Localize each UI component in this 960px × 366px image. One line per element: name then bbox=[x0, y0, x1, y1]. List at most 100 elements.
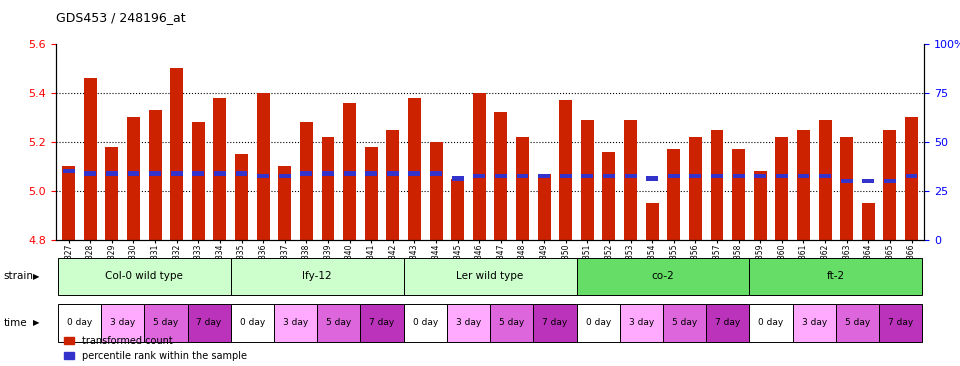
Text: ▶: ▶ bbox=[33, 318, 39, 328]
Bar bbox=[884, 179, 896, 183]
Bar bbox=[707, 304, 750, 342]
Bar bbox=[360, 304, 403, 342]
Bar bbox=[603, 152, 615, 240]
Text: 0 day: 0 day bbox=[67, 318, 92, 328]
Bar bbox=[192, 171, 204, 176]
Bar bbox=[624, 120, 637, 240]
Text: strain: strain bbox=[4, 271, 34, 281]
Bar bbox=[171, 171, 182, 176]
Bar bbox=[862, 203, 875, 240]
Bar bbox=[581, 120, 594, 240]
Bar bbox=[213, 98, 227, 240]
Bar bbox=[101, 304, 144, 342]
Bar bbox=[776, 137, 788, 240]
Bar bbox=[689, 174, 702, 178]
Bar bbox=[387, 171, 398, 176]
Text: 3 day: 3 day bbox=[283, 318, 308, 328]
Text: GDS453 / 248196_at: GDS453 / 248196_at bbox=[56, 11, 185, 24]
Bar bbox=[256, 93, 270, 240]
Text: co-2: co-2 bbox=[652, 271, 674, 281]
Bar bbox=[625, 174, 636, 178]
Bar bbox=[793, 304, 836, 342]
Bar bbox=[577, 258, 750, 295]
Bar bbox=[819, 174, 831, 178]
Text: 7 day: 7 day bbox=[197, 318, 222, 328]
Bar bbox=[534, 304, 577, 342]
Bar bbox=[62, 166, 75, 240]
Bar bbox=[862, 179, 875, 183]
Bar bbox=[230, 304, 274, 342]
Text: ft-2: ft-2 bbox=[827, 271, 845, 281]
Bar bbox=[473, 174, 485, 178]
Text: Ler wild type: Ler wild type bbox=[456, 271, 524, 281]
Bar bbox=[582, 174, 593, 178]
Bar bbox=[149, 110, 161, 240]
Bar bbox=[620, 304, 663, 342]
Bar bbox=[106, 171, 118, 176]
Text: 0 day: 0 day bbox=[413, 318, 438, 328]
Bar bbox=[403, 304, 446, 342]
Bar bbox=[560, 174, 571, 178]
Bar bbox=[365, 147, 377, 240]
Bar bbox=[879, 304, 923, 342]
Bar bbox=[472, 93, 486, 240]
Text: Col-0 wild type: Col-0 wild type bbox=[106, 271, 183, 281]
Bar bbox=[668, 174, 680, 178]
Text: 5 day: 5 day bbox=[154, 318, 179, 328]
Bar bbox=[539, 174, 550, 178]
Bar bbox=[776, 174, 788, 178]
Bar bbox=[711, 174, 723, 178]
Bar bbox=[274, 304, 317, 342]
Bar bbox=[516, 174, 528, 178]
Bar bbox=[836, 304, 879, 342]
Text: 0 day: 0 day bbox=[586, 318, 611, 328]
Text: 7 day: 7 day bbox=[370, 318, 395, 328]
Bar bbox=[344, 171, 355, 176]
Text: 5 day: 5 day bbox=[326, 318, 351, 328]
Bar bbox=[732, 149, 745, 240]
Text: 3 day: 3 day bbox=[110, 318, 135, 328]
Bar bbox=[750, 258, 923, 295]
Bar bbox=[646, 176, 659, 181]
Bar bbox=[819, 120, 831, 240]
Bar bbox=[322, 171, 334, 176]
Text: 5 day: 5 day bbox=[845, 318, 870, 328]
Text: 7 day: 7 day bbox=[888, 318, 913, 328]
Bar bbox=[58, 258, 230, 295]
Bar bbox=[710, 130, 724, 240]
Text: 0 day: 0 day bbox=[240, 318, 265, 328]
Bar bbox=[365, 171, 377, 176]
Bar bbox=[322, 137, 334, 240]
Bar bbox=[170, 68, 183, 240]
Text: 7 day: 7 day bbox=[542, 318, 567, 328]
Text: time: time bbox=[4, 318, 28, 328]
Bar bbox=[538, 173, 551, 240]
Bar bbox=[84, 171, 96, 176]
Bar bbox=[905, 174, 918, 178]
Bar bbox=[409, 171, 420, 176]
Bar bbox=[230, 258, 403, 295]
Bar bbox=[750, 304, 793, 342]
Bar bbox=[577, 304, 620, 342]
Bar bbox=[491, 304, 534, 342]
Bar bbox=[560, 100, 572, 240]
Bar bbox=[446, 304, 491, 342]
Bar bbox=[278, 174, 291, 178]
Bar bbox=[403, 258, 577, 295]
Bar bbox=[300, 171, 312, 176]
Bar bbox=[128, 171, 139, 176]
Bar bbox=[905, 117, 918, 240]
Bar bbox=[495, 174, 507, 178]
Bar bbox=[192, 122, 204, 240]
Bar bbox=[732, 174, 745, 178]
Bar bbox=[62, 169, 75, 173]
Bar bbox=[214, 171, 226, 176]
Text: 3 day: 3 day bbox=[456, 318, 481, 328]
Text: 0 day: 0 day bbox=[758, 318, 783, 328]
Bar bbox=[797, 130, 810, 240]
Bar bbox=[452, 176, 464, 181]
Bar bbox=[58, 304, 101, 342]
Text: 3 day: 3 day bbox=[802, 318, 827, 328]
Bar bbox=[603, 174, 615, 178]
Text: lfy-12: lfy-12 bbox=[302, 271, 332, 281]
